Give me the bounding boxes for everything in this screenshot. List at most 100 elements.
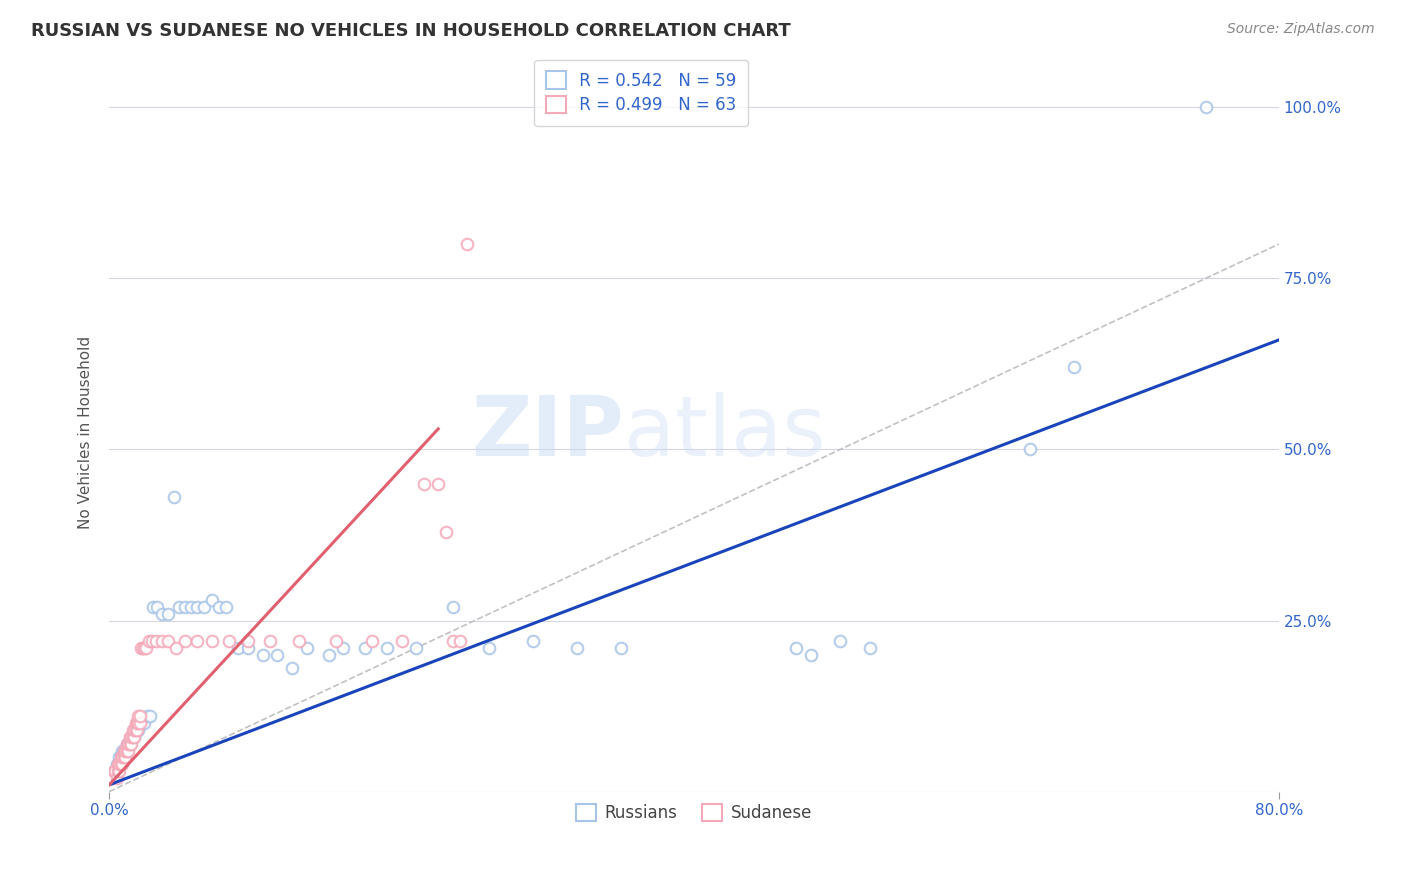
Point [120,730,142,744]
Point [131,716,153,731]
Point [332,640,354,655]
Point [127,716,149,731]
Point [1063,360,1085,375]
Point [125,723,148,737]
Point [218,634,240,648]
Point [800,648,823,662]
Point [186,599,208,614]
Point [104,764,127,778]
Point [118,730,141,744]
Point [122,723,145,737]
Point [441,634,464,648]
Point [375,640,398,655]
Point [139,709,162,723]
Point [785,640,807,655]
Point [100,771,122,785]
Point [103,764,125,778]
Point [193,599,215,614]
Legend: Russians, Sudanese: Russians, Sudanese [568,795,820,830]
Point [117,737,139,751]
Point [180,599,202,614]
Point [134,640,156,655]
Point [354,640,377,655]
Point [125,716,148,731]
Point [288,634,311,648]
Point [111,757,134,772]
Point [142,599,165,614]
Point [141,634,163,648]
Point [131,640,153,655]
Point [858,640,880,655]
Point [107,757,129,772]
Point [174,599,197,614]
Point [259,634,281,648]
Point [122,730,145,744]
Point [127,709,149,723]
Point [136,709,159,723]
Point [295,640,318,655]
Point [110,750,132,764]
Point [134,716,156,731]
Point [115,737,138,751]
Point [174,634,197,648]
Point [325,634,347,648]
Point [115,743,138,757]
Point [120,730,142,744]
Point [120,737,142,751]
Point [156,634,179,648]
Point [166,640,188,655]
Point [114,743,136,757]
Point [105,757,128,772]
Point [208,599,231,614]
Point [132,640,155,655]
Point [121,730,143,744]
Point [186,634,208,648]
Point [129,709,152,723]
Point [434,524,457,539]
Point [108,764,131,778]
Point [124,723,146,737]
Point [105,771,128,785]
Point [150,634,173,648]
Point [135,640,157,655]
Point [169,599,191,614]
Point [565,640,588,655]
Point [115,737,138,751]
Point [111,743,134,757]
Point [1019,442,1042,457]
Point [145,634,167,648]
Point [830,634,852,648]
Point [215,599,238,614]
Point [104,764,127,778]
Point [121,723,143,737]
Y-axis label: No Vehicles in Household: No Vehicles in Household [79,335,93,529]
Point [138,634,160,648]
Point [118,737,141,751]
Point [124,716,146,731]
Point [129,716,152,731]
Point [1195,100,1218,114]
Point [391,634,413,648]
Point [125,723,148,737]
Point [114,743,136,757]
Point [117,737,139,751]
Point [107,764,129,778]
Point [456,237,478,252]
Point [405,640,427,655]
Text: Source: ZipAtlas.com: Source: ZipAtlas.com [1227,22,1375,37]
Point [449,634,471,648]
Point [266,648,288,662]
Point [236,640,259,655]
Point [117,743,139,757]
Point [236,634,259,648]
Point [108,757,131,772]
Point [112,743,135,757]
Point [162,491,184,505]
Point [112,743,135,757]
Point [108,750,131,764]
Point [200,593,222,607]
Point [112,750,135,764]
Point [156,607,179,621]
Point [281,661,304,675]
Point [114,750,136,764]
